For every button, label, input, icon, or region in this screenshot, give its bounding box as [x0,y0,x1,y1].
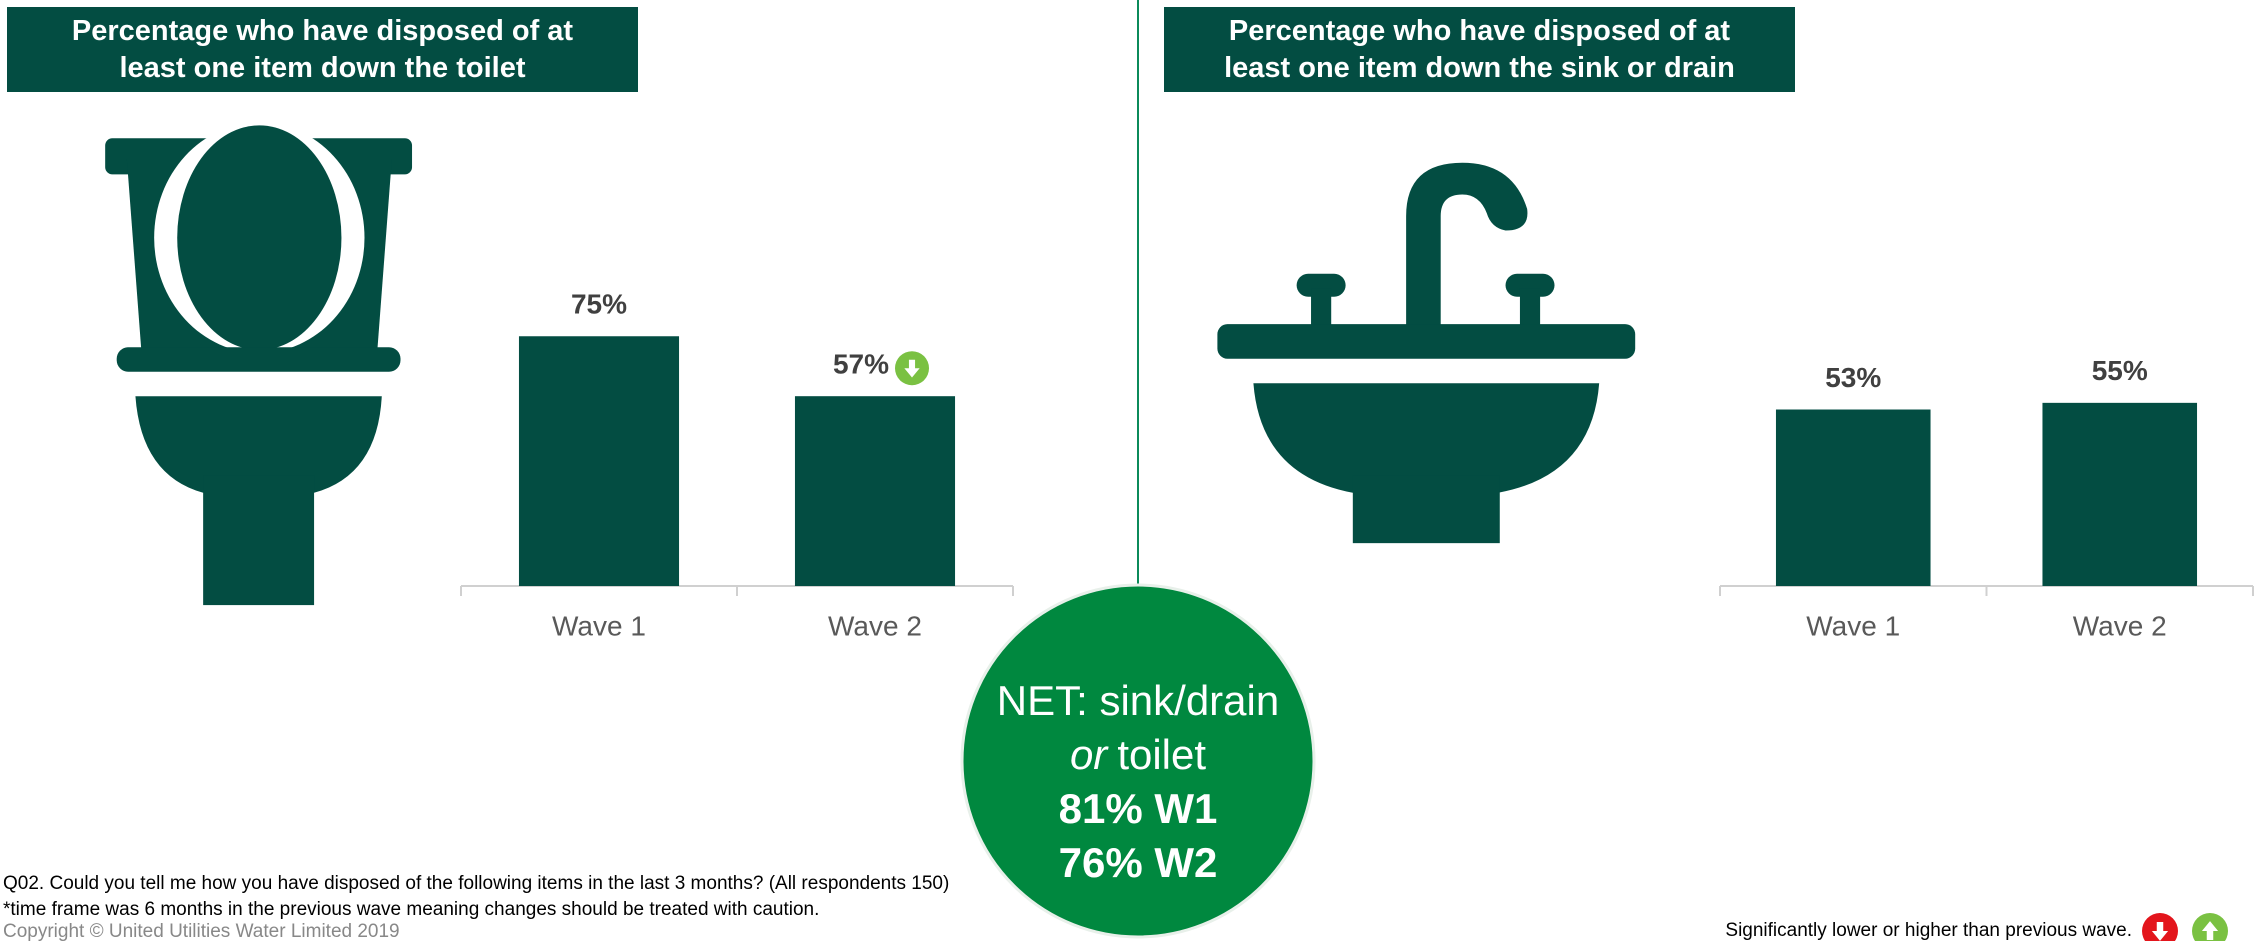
x-tick-label: Wave 1 [552,610,646,641]
footnote: *time frame was 6 months in the previous… [3,899,819,920]
net-circle [960,583,1316,939]
sink-icon [1217,162,1636,544]
bar [1775,409,1931,586]
chart-title: Percentage who have disposed of at least… [7,7,638,92]
significance-arrow [904,359,920,378]
value-label: 57% [833,349,889,380]
net-wave1: 81% W1 [1059,785,1218,832]
bar [794,396,956,586]
footnote: Q02. Could you tell me how you have disp… [3,873,949,894]
net-wave2: 76% W2 [1059,839,1218,886]
x-tick-label: Wave 2 [2073,610,2167,641]
bar [518,336,680,586]
chart-title: Percentage who have disposed of at least… [1164,7,1795,92]
toilet-icon [105,122,413,606]
significance-arrow [2201,921,2219,940]
net-text: toilet [1117,731,1206,778]
copyright: Copyright © United Utilities Water Limit… [3,921,400,941]
significance-note: Significantly lower or higher than previ… [1725,920,2132,941]
value-label: 53% [1825,362,1881,393]
significance-arrow [2151,922,2169,941]
x-tick-label: Wave 2 [828,610,922,641]
value-label: 75% [571,289,627,320]
x-tick-label: Wave 1 [1806,610,1900,641]
net-italic: or [1070,731,1109,778]
bar [2042,402,2198,586]
value-label: 55% [2092,355,2148,386]
net-label: or toilet [1070,731,1206,778]
net-label: NET: sink/drain [997,677,1279,724]
